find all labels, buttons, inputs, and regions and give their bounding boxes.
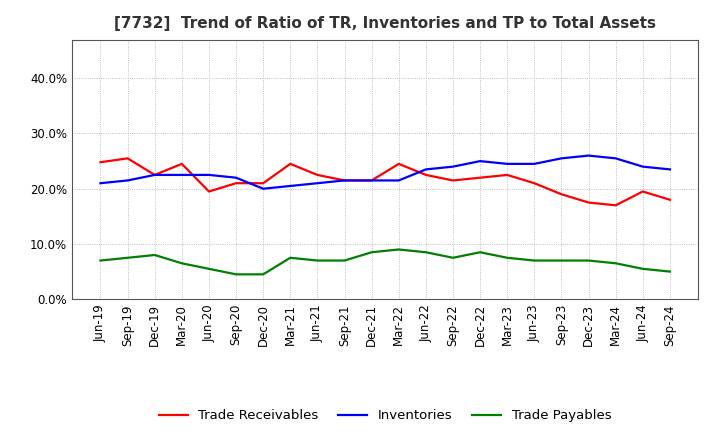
Trade Payables bbox=[449, 255, 457, 260]
Inventories bbox=[530, 161, 539, 166]
Trade Payables bbox=[286, 255, 294, 260]
Trade Receivables bbox=[421, 172, 430, 178]
Inventories bbox=[123, 178, 132, 183]
Inventories bbox=[286, 183, 294, 189]
Inventories bbox=[204, 172, 213, 178]
Inventories bbox=[476, 158, 485, 164]
Line: Trade Payables: Trade Payables bbox=[101, 249, 670, 275]
Inventories bbox=[259, 186, 268, 191]
Inventories bbox=[232, 175, 240, 180]
Trade Payables bbox=[611, 260, 620, 266]
Trade Receivables bbox=[286, 161, 294, 166]
Legend: Trade Receivables, Inventories, Trade Payables: Trade Receivables, Inventories, Trade Pa… bbox=[153, 404, 617, 428]
Trade Receivables bbox=[611, 203, 620, 208]
Trade Receivables bbox=[503, 172, 511, 178]
Title: [7732]  Trend of Ratio of TR, Inventories and TP to Total Assets: [7732] Trend of Ratio of TR, Inventories… bbox=[114, 16, 656, 32]
Trade Payables bbox=[639, 266, 647, 271]
Trade Receivables bbox=[178, 161, 186, 166]
Inventories bbox=[584, 153, 593, 158]
Trade Receivables bbox=[584, 200, 593, 205]
Trade Payables bbox=[503, 255, 511, 260]
Trade Payables bbox=[178, 260, 186, 266]
Trade Receivables bbox=[232, 180, 240, 186]
Trade Receivables bbox=[530, 180, 539, 186]
Inventories bbox=[178, 172, 186, 178]
Trade Payables bbox=[204, 266, 213, 271]
Trade Payables bbox=[259, 272, 268, 277]
Trade Receivables bbox=[476, 175, 485, 180]
Line: Inventories: Inventories bbox=[101, 156, 670, 189]
Trade Payables bbox=[421, 249, 430, 255]
Trade Payables bbox=[395, 247, 403, 252]
Trade Receivables bbox=[639, 189, 647, 194]
Trade Payables bbox=[341, 258, 349, 263]
Inventories bbox=[421, 167, 430, 172]
Trade Receivables bbox=[204, 189, 213, 194]
Trade Receivables bbox=[123, 156, 132, 161]
Trade Receivables bbox=[449, 178, 457, 183]
Trade Payables bbox=[476, 249, 485, 255]
Trade Receivables bbox=[395, 161, 403, 166]
Trade Receivables bbox=[150, 172, 159, 178]
Inventories bbox=[639, 164, 647, 169]
Trade Payables bbox=[557, 258, 566, 263]
Trade Receivables bbox=[259, 180, 268, 186]
Trade Receivables bbox=[367, 178, 376, 183]
Inventories bbox=[395, 178, 403, 183]
Inventories bbox=[611, 156, 620, 161]
Trade Payables bbox=[123, 255, 132, 260]
Trade Payables bbox=[584, 258, 593, 263]
Trade Receivables bbox=[341, 178, 349, 183]
Trade Payables bbox=[96, 258, 105, 263]
Trade Payables bbox=[150, 253, 159, 258]
Inventories bbox=[503, 161, 511, 166]
Inventories bbox=[557, 156, 566, 161]
Inventories bbox=[341, 178, 349, 183]
Trade Receivables bbox=[557, 191, 566, 197]
Trade Payables bbox=[665, 269, 674, 274]
Inventories bbox=[449, 164, 457, 169]
Inventories bbox=[665, 167, 674, 172]
Trade Payables bbox=[367, 249, 376, 255]
Inventories bbox=[367, 178, 376, 183]
Trade Receivables bbox=[313, 172, 322, 178]
Inventories bbox=[150, 172, 159, 178]
Line: Trade Receivables: Trade Receivables bbox=[101, 158, 670, 205]
Trade Receivables bbox=[665, 197, 674, 202]
Trade Payables bbox=[232, 272, 240, 277]
Inventories bbox=[313, 180, 322, 186]
Trade Receivables bbox=[96, 160, 105, 165]
Trade Payables bbox=[313, 258, 322, 263]
Trade Payables bbox=[530, 258, 539, 263]
Inventories bbox=[96, 180, 105, 186]
